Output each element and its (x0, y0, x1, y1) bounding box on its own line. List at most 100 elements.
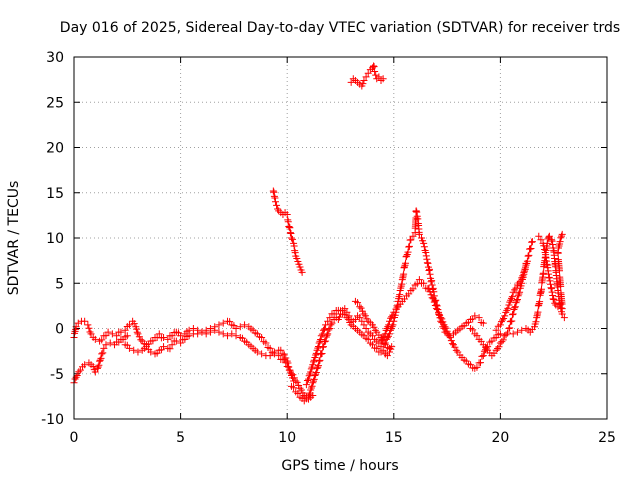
data-point (130, 320, 138, 328)
data-point (283, 210, 291, 218)
data-point (282, 359, 290, 367)
data-point (330, 310, 338, 318)
data-point (219, 319, 227, 327)
data-point (274, 205, 282, 213)
y-tick-label: 15 (46, 186, 64, 202)
data-point (558, 232, 566, 240)
data-point (512, 299, 520, 307)
data-point (147, 348, 155, 356)
data-point (427, 291, 435, 299)
data-point (360, 321, 368, 329)
data-point (316, 337, 324, 345)
data-point (385, 321, 393, 329)
data-point (479, 319, 487, 327)
data-point (557, 304, 565, 312)
data-point (508, 311, 516, 319)
data-point (495, 343, 503, 351)
data-point (228, 330, 236, 338)
data-point (133, 325, 141, 333)
data-point (525, 251, 533, 259)
data-point (547, 284, 555, 292)
data-point (319, 326, 327, 334)
data-point (435, 308, 443, 316)
data-point (324, 317, 332, 325)
data-point (297, 386, 305, 394)
data-point (405, 243, 413, 251)
data-point (528, 238, 536, 246)
data-point (314, 342, 322, 350)
data-point (546, 277, 554, 285)
y-axis-title: SDTVAR / TECUs (6, 181, 22, 296)
x-tick-label: 25 (598, 430, 616, 446)
data-point (535, 232, 543, 240)
data-point (91, 368, 99, 376)
data-point (377, 334, 385, 342)
data-point (425, 285, 433, 293)
data-point (296, 384, 304, 392)
data-point (422, 248, 430, 256)
data-point (314, 362, 322, 370)
data-point (322, 333, 330, 341)
y-tick-label: 10 (46, 231, 64, 247)
data-point (322, 321, 330, 329)
data-point (405, 242, 413, 250)
x-tick-label: 20 (491, 430, 509, 446)
data-point (523, 257, 531, 265)
data-point (270, 192, 278, 200)
data-point (270, 350, 278, 358)
data-point (290, 374, 298, 382)
data-point (558, 230, 566, 238)
data-point (283, 363, 291, 371)
data-point (262, 339, 270, 347)
data-point (400, 270, 408, 278)
data-point (511, 286, 519, 294)
data-point (319, 343, 327, 351)
data-point (448, 340, 456, 348)
data-point (106, 339, 114, 347)
data-point (499, 336, 507, 344)
y-tick-label: 30 (46, 50, 64, 66)
data-point (498, 338, 506, 346)
data-point (414, 215, 422, 223)
x-tick-label: 15 (385, 430, 403, 446)
data-point (315, 357, 323, 365)
data-point (428, 277, 436, 285)
data-point (505, 301, 513, 309)
data-point (307, 384, 315, 392)
data-point (412, 207, 420, 215)
data-point (93, 364, 101, 372)
data-point (499, 316, 507, 324)
data-point (404, 248, 412, 256)
data-point (321, 338, 329, 346)
data-point (164, 335, 172, 343)
data-point (113, 332, 121, 340)
data-point (547, 280, 555, 288)
data-point (91, 335, 99, 343)
data-point (370, 62, 378, 70)
y-tick-label: -5 (50, 367, 64, 383)
data-point (317, 336, 325, 344)
data-point (516, 288, 524, 296)
data-point (423, 259, 431, 267)
grid (74, 57, 607, 419)
data-point (420, 279, 428, 287)
data-point (381, 350, 389, 358)
data-point (232, 332, 240, 340)
data-point (446, 334, 454, 342)
data-point (74, 319, 82, 327)
data-point (439, 318, 447, 326)
data-point (511, 304, 519, 312)
data-point (554, 303, 562, 311)
data-point (290, 242, 298, 250)
data-point (275, 352, 283, 360)
data-point (505, 325, 513, 332)
data-point (305, 391, 313, 399)
data-point (549, 241, 557, 249)
data-point (347, 78, 355, 86)
data-point (431, 302, 439, 310)
data-point (413, 208, 421, 216)
x-axis-title: GPS time / hours (281, 458, 398, 474)
data-point (554, 256, 562, 264)
data-point (511, 303, 519, 311)
data-point (434, 305, 442, 313)
